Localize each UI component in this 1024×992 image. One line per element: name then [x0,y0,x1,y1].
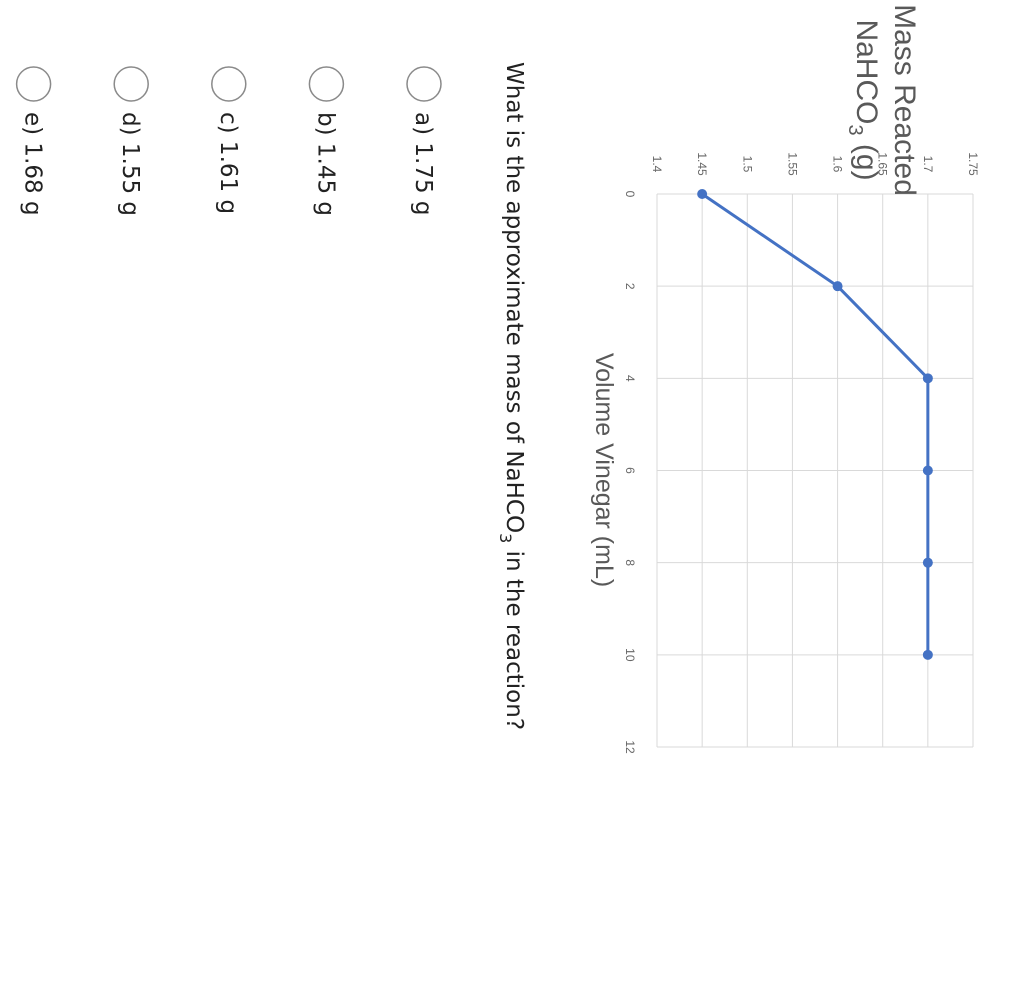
option-a[interactable]: a) 1.75 g [406,66,442,216]
data-point [922,649,933,660]
data-point [697,189,708,199]
y-tick-label: 1.45 [695,152,709,176]
radio-button[interactable] [113,66,149,102]
x-tick-label: 10 [623,648,637,662]
y-tick-label: 1.6 [831,156,845,173]
data-point [832,281,843,292]
data-point [922,465,933,476]
y-tick-label: 1.55 [785,152,799,176]
x-axis-title: Volume Vinegar (mL) [590,353,618,587]
radio-button[interactable] [406,66,442,102]
radio-button[interactable] [15,66,52,102]
answer-options: a) 1.75 g b) 1.45 g c) 1.61 g d) 1.55 g e) 1… [15,66,442,216]
question-text: What is the approximate mass of NaHCO3 i… [496,62,527,730]
x-tick-label: 8 [623,559,637,566]
series-line [701,192,930,655]
y-axis-title: Mass Reacted NaHCO3 (g) [844,4,921,196]
option-d[interactable]: d) 1.55 g [113,66,149,216]
y-tick-label: 1.5 [740,156,754,173]
option-e[interactable]: e) 1.68 g [15,66,52,216]
question: What is the approximate mass of NaHCO3 i… [496,62,527,730]
y-tick-label: 1.4 [650,156,664,173]
x-tick-labels: 0 2 4 6 8 10 12 [623,191,637,754]
x-axis-title-text: Volume Vinegar (mL) [590,353,618,587]
x-tick-label: 4 [623,375,637,382]
option-b[interactable]: b) 1.45 g [308,66,345,216]
option-label: e) 1.68 g [20,112,46,216]
chart-grid [656,193,974,748]
x-tick-label: 6 [623,467,637,474]
data-point [922,373,933,384]
x-tick-label: 0 [623,191,637,198]
y-axis-title-line2: NaHCO3 (g) [844,19,883,180]
y-tick-label: 1.65 [876,152,890,176]
x-tick-label: 12 [623,740,637,754]
option-label: d) 1.55 g [117,112,143,216]
option-c[interactable]: c) 1.61 g [211,66,247,214]
radio-button[interactable] [308,66,345,102]
series-points [697,189,933,660]
y-tick-label: 1.75 [966,152,980,176]
data-point [922,557,933,568]
y-axis-title-line1: Mass Reacted [888,4,921,196]
x-tick-label: 2 [623,283,637,290]
option-label: a) 1.75 g [410,112,436,216]
y-tick-labels: 1.4 1.45 1.5 1.55 1.6 1.65 1.7 1.75 [650,152,980,176]
option-label: b) 1.45 g [312,112,338,216]
option-label: c) 1.61 g [215,112,241,214]
radio-button[interactable] [211,66,247,102]
y-tick-label: 1.7 [921,156,935,173]
chart: 1.4 1.45 1.5 1.55 1.6 1.65 1.7 1.75 0 2 4 6 8 10 12 M… [590,4,980,754]
